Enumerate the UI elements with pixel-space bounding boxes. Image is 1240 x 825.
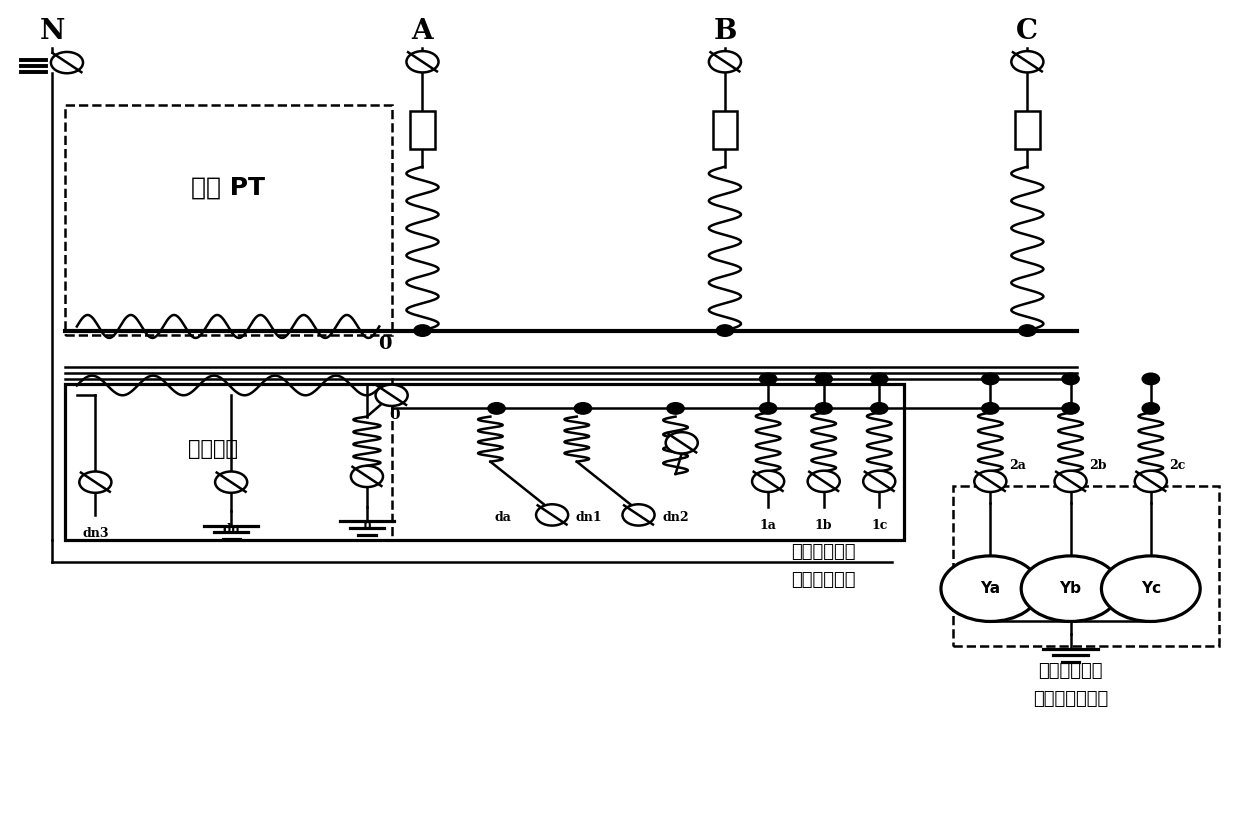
Text: 2c: 2c — [1169, 460, 1185, 472]
Circle shape — [667, 403, 684, 414]
Text: da: da — [495, 511, 511, 524]
Circle shape — [414, 325, 432, 337]
Text: Yc: Yc — [1141, 581, 1161, 596]
Text: C: C — [1017, 18, 1038, 45]
Circle shape — [753, 471, 784, 492]
Bar — [410, 111, 435, 148]
Circle shape — [1101, 556, 1200, 621]
Text: Ya: Ya — [981, 581, 1001, 596]
Circle shape — [215, 472, 247, 493]
Circle shape — [1012, 51, 1043, 73]
Text: N: N — [40, 18, 64, 45]
Circle shape — [51, 52, 83, 73]
Circle shape — [487, 403, 505, 414]
Circle shape — [815, 373, 832, 384]
Text: B: B — [713, 18, 737, 45]
Circle shape — [351, 466, 383, 487]
Text: dn2: dn2 — [662, 511, 689, 524]
Circle shape — [1135, 471, 1167, 492]
Circle shape — [975, 471, 1007, 492]
Text: 2b: 2b — [1089, 460, 1106, 472]
Circle shape — [622, 504, 655, 526]
Text: A: A — [412, 18, 433, 45]
Text: 0: 0 — [389, 408, 399, 422]
Bar — [64, 384, 904, 540]
Circle shape — [870, 403, 888, 414]
Text: 第二基本绕组: 第二基本绕组 — [1038, 662, 1102, 680]
Bar — [1016, 111, 1039, 148]
Text: dn: dn — [222, 523, 241, 536]
Text: 绝缘监控及保护: 绝缘监控及保护 — [1033, 691, 1109, 709]
Bar — [64, 106, 392, 335]
Circle shape — [1019, 325, 1035, 337]
Circle shape — [815, 403, 832, 414]
Bar — [64, 384, 392, 540]
Text: 第一基本绕组: 第一基本绕组 — [791, 543, 856, 561]
Circle shape — [79, 472, 112, 493]
Circle shape — [666, 432, 698, 454]
Text: 2a: 2a — [1009, 460, 1025, 472]
Text: 零序 PT: 零序 PT — [191, 175, 265, 199]
Text: 0: 0 — [378, 335, 392, 352]
Circle shape — [863, 471, 895, 492]
Circle shape — [376, 384, 408, 406]
Circle shape — [759, 373, 776, 384]
Bar — [713, 111, 738, 148]
Text: Yb: Yb — [1059, 581, 1081, 596]
Text: 1b: 1b — [815, 519, 832, 532]
Circle shape — [407, 51, 439, 73]
Circle shape — [1142, 403, 1159, 414]
Circle shape — [807, 471, 839, 492]
Circle shape — [1061, 373, 1079, 384]
Circle shape — [759, 403, 776, 414]
Text: n: n — [362, 519, 372, 532]
Circle shape — [574, 403, 591, 414]
Circle shape — [717, 325, 734, 337]
Circle shape — [870, 373, 888, 384]
Circle shape — [536, 504, 568, 526]
Text: 剩余绕组: 剩余绕组 — [187, 440, 238, 460]
Text: dn1: dn1 — [575, 511, 603, 524]
Circle shape — [941, 556, 1039, 621]
Circle shape — [709, 51, 742, 73]
Circle shape — [1022, 556, 1120, 621]
Text: dn3: dn3 — [82, 527, 109, 540]
Circle shape — [1054, 471, 1086, 492]
Circle shape — [1142, 373, 1159, 384]
Circle shape — [982, 373, 999, 384]
Text: 开关操作电源: 开关操作电源 — [791, 572, 856, 590]
Text: 1c: 1c — [870, 519, 888, 532]
Circle shape — [1061, 403, 1079, 414]
Circle shape — [982, 403, 999, 414]
Text: 1a: 1a — [760, 519, 776, 532]
Bar — [954, 486, 1219, 646]
